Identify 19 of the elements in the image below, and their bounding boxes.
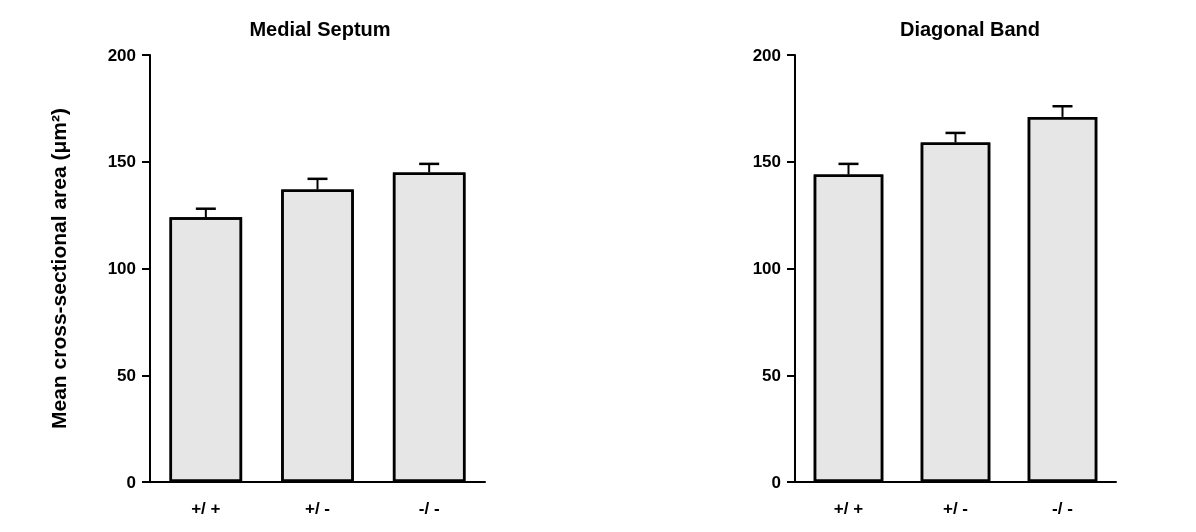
x-tick-label: +/ + <box>191 499 221 518</box>
x-tick-label: +/ - <box>942 499 969 518</box>
y-axis-title: Mean cross-sectional area (μm²) <box>46 108 70 429</box>
y-tick-label: 0 <box>126 472 136 492</box>
x-tick-label: -/ - <box>418 499 440 518</box>
y-tick-label: 0 <box>771 472 781 492</box>
y-tick-label: 100 <box>752 259 781 278</box>
y-tick-label: 50 <box>117 365 136 385</box>
x-tick-label: +/ - <box>304 499 331 518</box>
y-tick-label: 50 <box>762 365 781 385</box>
y-tick-label: 100 <box>107 259 136 278</box>
y-tick-label: 150 <box>107 152 136 172</box>
chart-title: Medial Septum <box>249 18 391 40</box>
chart-title: Diagonal Band <box>899 18 1041 40</box>
y-tick-label: 200 <box>107 45 136 65</box>
y-tick-label: 200 <box>752 45 781 65</box>
y-tick-label: 150 <box>752 152 781 172</box>
x-tick-label: -/ - <box>1052 499 1073 518</box>
x-tick-label: +/ + <box>833 499 864 518</box>
